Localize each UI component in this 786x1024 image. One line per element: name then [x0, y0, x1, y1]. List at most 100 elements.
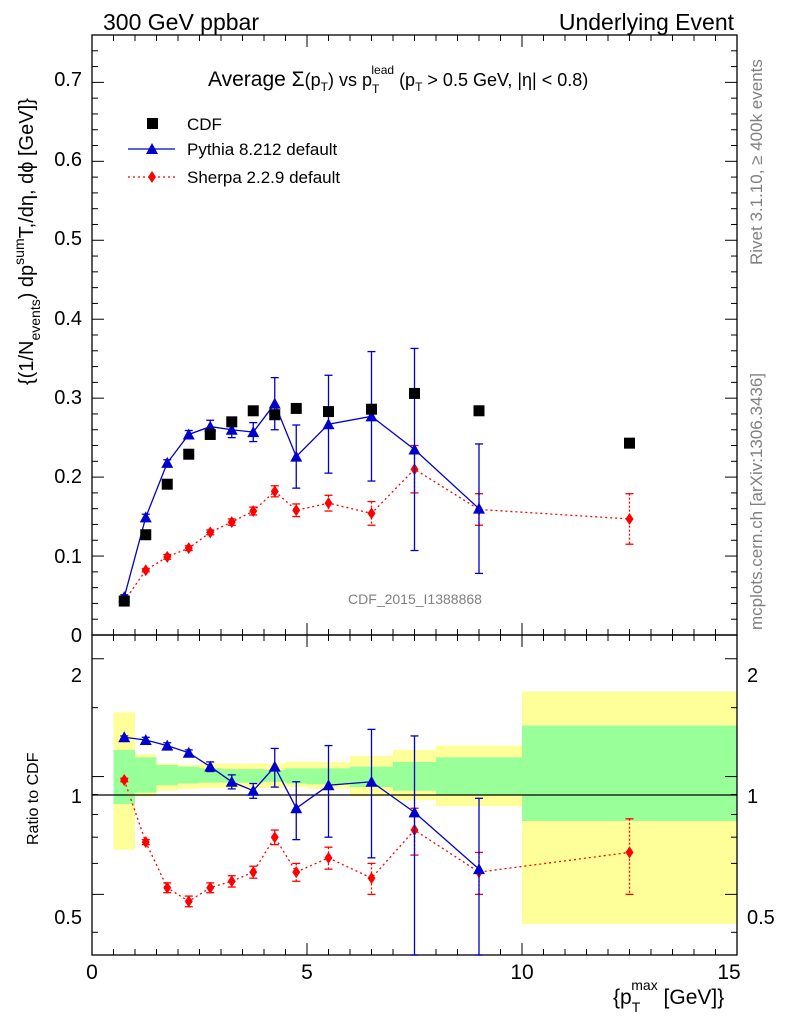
ratio-uncertainty-bands	[113, 691, 737, 925]
sherpa-ratio-point	[227, 875, 236, 888]
stat-uncertainty-band	[178, 766, 200, 784]
legend-marker-pythia	[146, 143, 158, 154]
sherpa-point	[367, 507, 376, 520]
x-tick-labels: 0 5 10 15	[86, 961, 741, 984]
y-tick-labels: 0 0.1 0.2 0.3 0.4 0.5 0.6 0.7	[54, 69, 82, 647]
pythia-point	[408, 443, 421, 455]
sherpa-point	[163, 550, 172, 563]
pythia-point	[268, 397, 281, 409]
cdf-point	[323, 406, 334, 418]
y-tick-label: 0.4	[54, 308, 82, 330]
cdf-point	[161, 478, 173, 490]
sherpa-point	[625, 512, 634, 525]
ratio-tick-label: 0.5	[54, 907, 82, 929]
sherpa-point	[292, 504, 301, 517]
ratio-tick-label: 2	[747, 665, 758, 687]
sherpa-line	[123, 468, 630, 602]
pythia-point	[161, 456, 174, 468]
pythia-ratio-point	[365, 775, 378, 787]
stat-uncertainty-band	[135, 757, 157, 793]
ratio-tick-label: 2	[71, 665, 82, 687]
x-tick-label: 10	[510, 961, 533, 984]
cdf-point	[204, 428, 216, 440]
y-tick-label: 0.7	[54, 69, 82, 91]
pythia-point	[225, 423, 238, 435]
pythia-ratio-point	[247, 784, 260, 796]
y-tick-label: 0.3	[54, 387, 82, 409]
stat-uncertainty-band	[436, 757, 522, 795]
pythia-ratio-point	[139, 734, 152, 746]
cdf-point	[269, 409, 281, 421]
x-tick-label: 15	[717, 961, 740, 984]
pythia-ratio-point	[161, 739, 174, 751]
y-tick-label: 0	[71, 625, 82, 647]
stat-uncertainty-band	[522, 725, 737, 821]
pythia-ratio-point	[204, 760, 217, 772]
pythia-ratio-point	[225, 775, 238, 787]
sherpa-point	[141, 564, 150, 577]
cdf-point	[409, 387, 420, 399]
sherpa-ratio-point	[184, 895, 193, 908]
pythia-point	[204, 420, 217, 432]
cdf-point	[290, 402, 302, 414]
legend-marker-cdf	[147, 118, 158, 129]
sherpa-point	[227, 516, 236, 529]
y-tick-label: 0.5	[54, 228, 82, 250]
stat-uncertainty-band	[199, 768, 221, 783]
pythia-point	[322, 418, 335, 430]
ratio-tick-label: 1	[747, 786, 758, 808]
cdf-point	[118, 595, 130, 607]
axis-ticks	[91, 35, 738, 955]
pythia-point	[182, 428, 195, 440]
rivet-label: Rivet 3.1.10, ≥ 400k events	[747, 59, 766, 265]
cdf-point	[473, 405, 485, 417]
ratio-tick-label: 0.5	[747, 907, 775, 929]
pythia-ratio-point	[182, 746, 195, 758]
legend-label-cdf: CDF	[187, 115, 222, 134]
sherpa-point	[206, 526, 215, 539]
sherpa-ratio-point	[206, 881, 215, 894]
mcplots-label: mcplots.cern.ch [arXiv:1306.3436]	[747, 373, 766, 630]
main-data-layer	[118, 347, 635, 608]
sherpa-ratio-point	[270, 831, 279, 844]
ratio-tick-labels: 0.5 1 2 0.5 1 2	[54, 665, 775, 929]
pythia-point	[247, 426, 260, 438]
legend-label-sherpa: Sherpa 2.2.9 default	[187, 168, 340, 187]
chart-title: Average Σ(pT) vs pTlead (pT > 0.5 GeV, |…	[208, 63, 588, 96]
stat-uncertainty-band	[285, 768, 307, 784]
x-tick-label: 0	[86, 961, 98, 984]
cdf-point	[226, 416, 238, 428]
pythia-ratio-point	[322, 779, 335, 791]
pythia-ratio-point	[473, 863, 485, 875]
sherpa-point	[249, 505, 258, 518]
sherpa-ratio-line	[123, 779, 630, 903]
sherpa-point	[270, 485, 279, 498]
pythia-point	[290, 450, 303, 462]
ratio-tick-label: 1	[71, 786, 82, 808]
header-right: Underlying Event	[559, 9, 735, 35]
pythia-point	[139, 511, 152, 523]
x-axis-label: {pTmax [GeV]}	[613, 977, 724, 1015]
pythia-line	[123, 402, 480, 598]
sherpa-ratio-point	[249, 866, 258, 879]
legend: CDF Pythia 8.212 default Sherpa 2.2.9 de…	[128, 115, 340, 187]
y-axis-label: {(1/Nevents) dpsumT,/dη, dϕ [GeV]}	[11, 98, 43, 385]
ratio-data-layer	[118, 728, 634, 956]
legend-label-pythia: Pythia 8.212 default	[187, 140, 338, 159]
cdf-point	[366, 403, 377, 415]
y-tick-label: 0.6	[54, 149, 82, 171]
x-tick-label: 5	[301, 961, 313, 984]
pythia-point	[473, 502, 485, 514]
y-tick-label: 0.2	[54, 466, 82, 488]
sherpa-ratio-point	[120, 773, 129, 786]
sherpa-point	[184, 542, 193, 555]
pythia-point	[365, 410, 378, 422]
ratio-y-axis-label: Ratio to CDF	[25, 752, 42, 845]
sherpa-ratio-point	[292, 866, 301, 879]
sherpa-ratio-point	[625, 846, 634, 859]
pythia-ratio-point	[290, 802, 303, 814]
stat-uncertainty-band	[156, 765, 178, 786]
cdf-point	[624, 437, 635, 449]
pythia-ratio-point	[408, 806, 421, 818]
cdf-point	[247, 405, 259, 417]
